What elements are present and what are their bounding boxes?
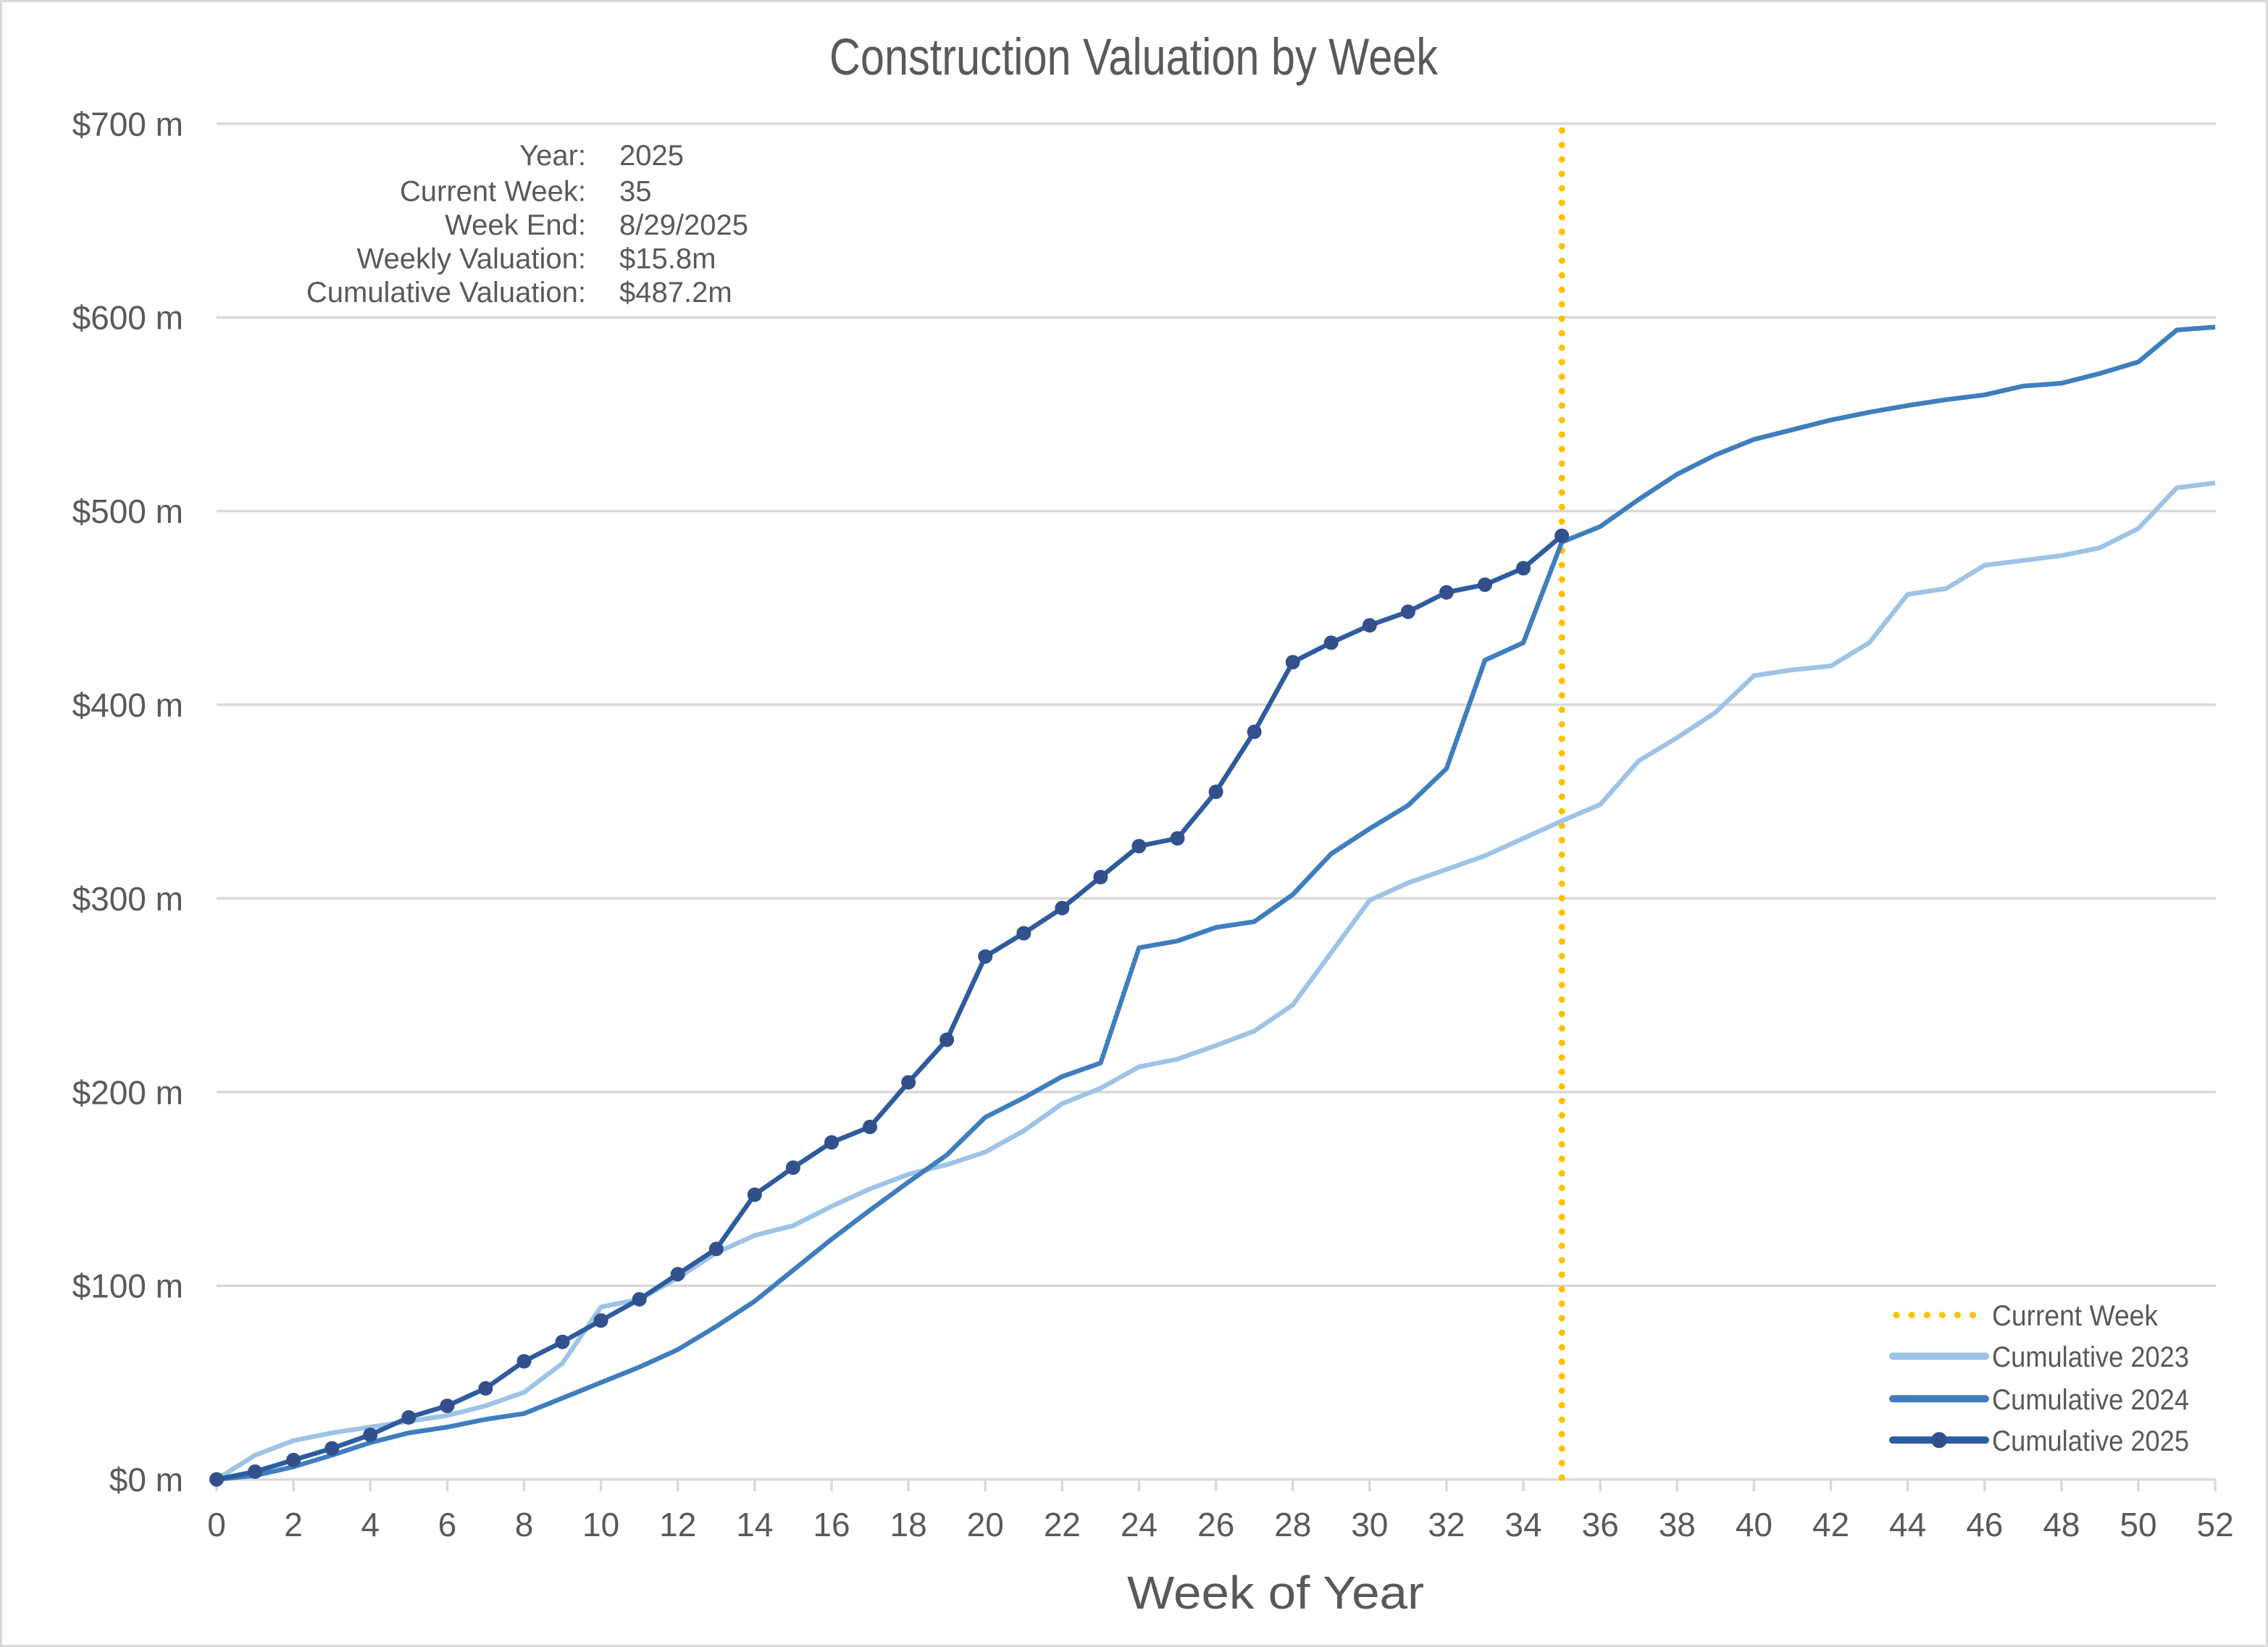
svg-text:Construction Valuation by Week: Construction Valuation by Week	[829, 29, 1438, 86]
svg-text:36: 36	[1582, 1506, 1619, 1543]
svg-text:$0 m: $0 m	[109, 1461, 183, 1499]
svg-text:$400 m: $400 m	[72, 687, 183, 724]
svg-text:Cumulative 2025: Cumulative 2025	[1992, 1425, 2189, 1457]
svg-text:Week of Year: Week of Year	[1127, 1567, 1424, 1619]
svg-text:40: 40	[1736, 1506, 1773, 1543]
svg-text:22: 22	[1044, 1506, 1081, 1543]
svg-text:16: 16	[813, 1506, 850, 1543]
svg-text:34: 34	[1505, 1506, 1541, 1543]
svg-text:8: 8	[515, 1506, 534, 1543]
svg-text:Weekly Valuation:: Weekly Valuation:	[357, 243, 586, 275]
svg-text:46: 46	[1966, 1506, 2003, 1543]
svg-text:10: 10	[582, 1506, 619, 1543]
svg-text:38: 38	[1659, 1506, 1696, 1543]
svg-text:Cumulative Valuation:: Cumulative Valuation:	[306, 277, 586, 309]
svg-text:0: 0	[207, 1506, 226, 1543]
svg-text:Cumulative 2023: Cumulative 2023	[1992, 1341, 2189, 1373]
svg-text:6: 6	[438, 1506, 457, 1543]
svg-text:50: 50	[2120, 1506, 2156, 1543]
svg-text:42: 42	[1812, 1506, 1849, 1543]
svg-text:$200 m: $200 m	[72, 1073, 183, 1111]
svg-text:$300 m: $300 m	[72, 880, 183, 918]
svg-text:$100 m: $100 m	[72, 1267, 183, 1305]
svg-text:Current Week:: Current Week:	[400, 176, 586, 208]
svg-text:Year:: Year:	[519, 140, 586, 172]
svg-text:26: 26	[1197, 1506, 1234, 1543]
svg-text:Week End:: Week End:	[445, 209, 586, 241]
svg-text:24: 24	[1121, 1506, 1158, 1543]
svg-text:2: 2	[284, 1506, 303, 1543]
svg-text:14: 14	[736, 1506, 773, 1543]
svg-text:20: 20	[967, 1506, 1004, 1543]
svg-text:28: 28	[1274, 1506, 1311, 1543]
svg-text:Cumulative 2024: Cumulative 2024	[1992, 1384, 2189, 1416]
svg-text:8/29/2025: 8/29/2025	[619, 209, 748, 241]
svg-text:12: 12	[659, 1506, 696, 1543]
svg-text:$700 m: $700 m	[72, 105, 183, 143]
svg-text:30: 30	[1351, 1506, 1388, 1543]
svg-text:48: 48	[2043, 1506, 2080, 1543]
svg-text:4: 4	[361, 1506, 380, 1543]
svg-text:2025: 2025	[619, 140, 684, 172]
svg-text:$500 m: $500 m	[72, 493, 183, 530]
svg-text:18: 18	[890, 1506, 927, 1543]
svg-text:35: 35	[619, 176, 652, 208]
svg-text:32: 32	[1428, 1506, 1465, 1543]
svg-text:$600 m: $600 m	[72, 299, 183, 337]
svg-text:Current Week: Current Week	[1992, 1300, 2159, 1332]
svg-text:44: 44	[1889, 1506, 1926, 1543]
svg-text:52: 52	[2197, 1506, 2234, 1543]
svg-text:$487.2m: $487.2m	[619, 277, 732, 309]
svg-text:$15.8m: $15.8m	[619, 243, 716, 275]
